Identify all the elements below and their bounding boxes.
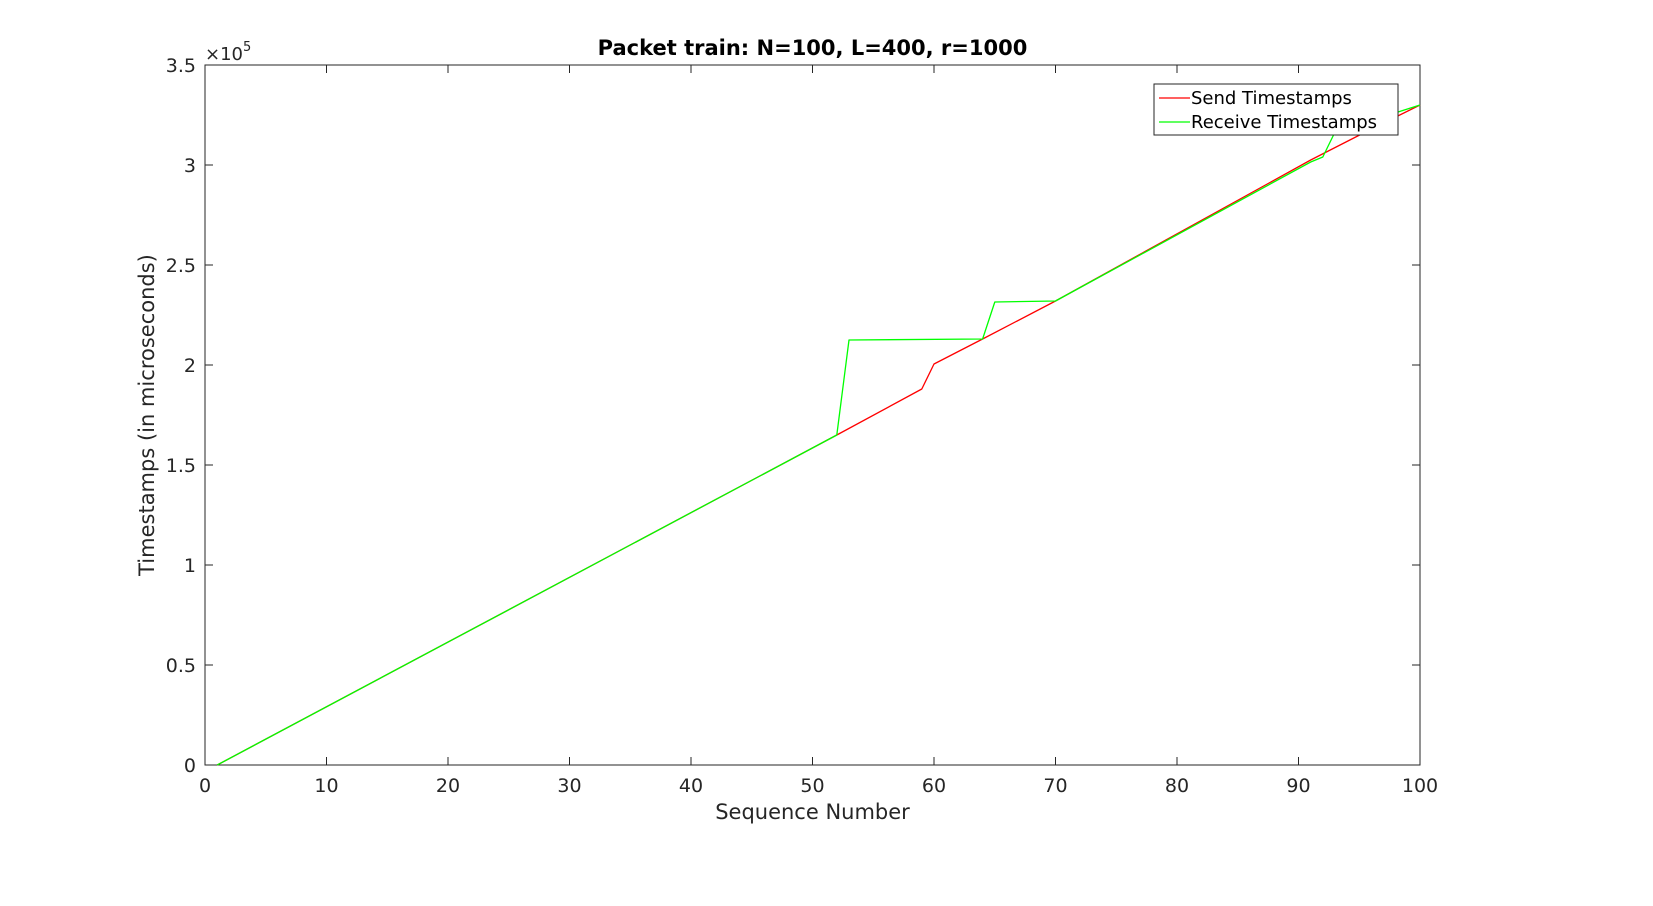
legend-label-receive-timestamps: Receive Timestamps bbox=[1191, 112, 1377, 133]
y-axis-exponent-base: ×10 bbox=[205, 44, 243, 65]
x-tick-label: 20 bbox=[436, 775, 460, 797]
x-tick-label: 30 bbox=[557, 775, 581, 797]
chart-title: Packet train: N=100, L=400, r=1000 bbox=[598, 36, 1028, 60]
series-layer bbox=[216, 104, 1421, 766]
x-tick-label: 40 bbox=[679, 775, 703, 797]
legend-box bbox=[1153, 83, 1399, 136]
y-axis-exponent: ×105 bbox=[205, 40, 251, 65]
x-tick-label: 100 bbox=[1402, 775, 1438, 797]
x-tick-label: 70 bbox=[1043, 775, 1067, 797]
x-tick-label: 90 bbox=[1286, 775, 1310, 797]
x-axis-label: Sequence Number bbox=[715, 800, 910, 824]
y-tick-label: 0.5 bbox=[166, 655, 196, 677]
y-tick-label: 1 bbox=[184, 555, 196, 577]
series-line-receive-timestamps bbox=[216, 104, 1421, 766]
y-tick-label: 0 bbox=[184, 755, 196, 777]
x-tick-label: 60 bbox=[922, 775, 946, 797]
ticks-layer: 0 10 20 30 40 50 60 70 80 90 100 0 0.5 1 1.5 2 2.5 3 3.5 bbox=[166, 55, 1438, 797]
x-tick-label: 50 bbox=[800, 775, 824, 797]
y-tick-label: 2 bbox=[184, 355, 196, 377]
legend: Send Timestamps Receive Timestamps bbox=[1153, 83, 1399, 136]
y-tick-label: 2.5 bbox=[166, 255, 196, 277]
y-tick-label: 3.5 bbox=[166, 55, 196, 77]
y-axis-exponent-power: 5 bbox=[243, 40, 251, 55]
y-axis-label: Timestamps (in microseconds) bbox=[135, 254, 159, 577]
plot-area bbox=[204, 64, 1421, 766]
y-tick-label: 1.5 bbox=[166, 455, 196, 477]
legend-label-send-timestamps: Send Timestamps bbox=[1191, 88, 1352, 109]
x-tick-label: 10 bbox=[314, 775, 338, 797]
x-tick-label: 0 bbox=[199, 775, 211, 797]
x-tick-label: 80 bbox=[1165, 775, 1189, 797]
y-tick-label: 3 bbox=[184, 155, 196, 177]
